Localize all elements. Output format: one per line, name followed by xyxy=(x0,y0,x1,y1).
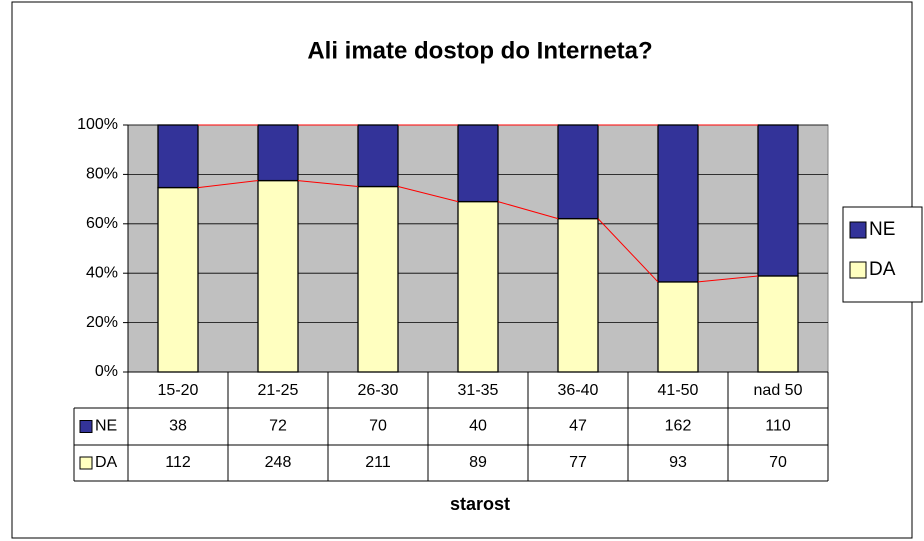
x-axis-title: starost xyxy=(450,494,510,514)
x-tick-label: 26-30 xyxy=(358,382,399,399)
bar-segment xyxy=(657,124,699,283)
x-tick-label: 21-25 xyxy=(258,382,299,399)
table-cell: 93 xyxy=(669,454,687,471)
x-tick-label: nad 50 xyxy=(754,382,803,399)
bar-segment xyxy=(157,124,199,189)
y-tick-label: 100% xyxy=(77,116,118,133)
y-tick-label: 0% xyxy=(95,363,118,380)
legend-key xyxy=(849,221,867,239)
table-cell: 211 xyxy=(365,454,391,471)
table-cell: 70 xyxy=(369,418,387,435)
legend-key xyxy=(849,261,867,279)
bar-segment xyxy=(657,281,699,373)
bar-segment xyxy=(757,124,799,277)
table-legend-key xyxy=(79,420,93,433)
table-cell: 162 xyxy=(665,418,692,435)
bar-segment xyxy=(757,275,799,373)
table-cell: 77 xyxy=(569,454,587,471)
bar-segment xyxy=(457,200,499,373)
x-tick-label: 15-20 xyxy=(158,382,199,399)
bar-segment xyxy=(157,186,199,373)
bar-segment xyxy=(357,124,399,188)
table-cell: 47 xyxy=(569,418,587,435)
table-cell: 248 xyxy=(265,454,292,471)
table-row-label: DA xyxy=(95,454,118,471)
table-cell: 38 xyxy=(169,418,187,435)
legend-label: NE xyxy=(869,219,895,240)
bar-segment xyxy=(257,124,299,182)
table-cell: 70 xyxy=(769,454,787,471)
legend-label: DA xyxy=(869,259,896,280)
series-line xyxy=(197,180,759,283)
y-tick-label: 40% xyxy=(86,264,118,281)
table-cell: 110 xyxy=(765,418,791,435)
x-tick-label: 36-40 xyxy=(558,382,599,399)
y-tick-label: 80% xyxy=(86,166,118,183)
bar-segment xyxy=(457,124,499,203)
bar-segment xyxy=(357,185,399,373)
table-legend-key xyxy=(79,456,93,470)
chart-title: Ali imate dostop do Interneta? xyxy=(307,37,652,64)
y-tick-label: 20% xyxy=(86,314,118,331)
bar-segment xyxy=(557,124,599,220)
table-cell: 40 xyxy=(469,418,487,435)
x-tick-label: 41-50 xyxy=(658,382,699,399)
table-cell: 112 xyxy=(165,454,191,471)
bar-segment xyxy=(257,179,299,373)
table-cell: 72 xyxy=(269,418,287,435)
bar-segment xyxy=(557,217,599,373)
table-row-label: NE xyxy=(95,418,117,435)
y-tick-label: 60% xyxy=(86,215,118,232)
table-cell: 89 xyxy=(469,454,487,471)
x-tick-label: 31-35 xyxy=(458,382,499,399)
